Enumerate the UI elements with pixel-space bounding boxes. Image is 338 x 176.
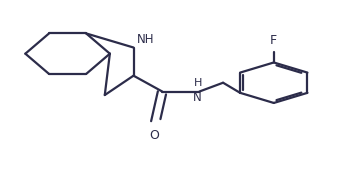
Text: H: H [194,78,202,88]
Text: O: O [149,129,159,142]
Text: F: F [270,34,277,47]
Text: NH: NH [137,33,154,46]
Text: N: N [193,91,202,104]
